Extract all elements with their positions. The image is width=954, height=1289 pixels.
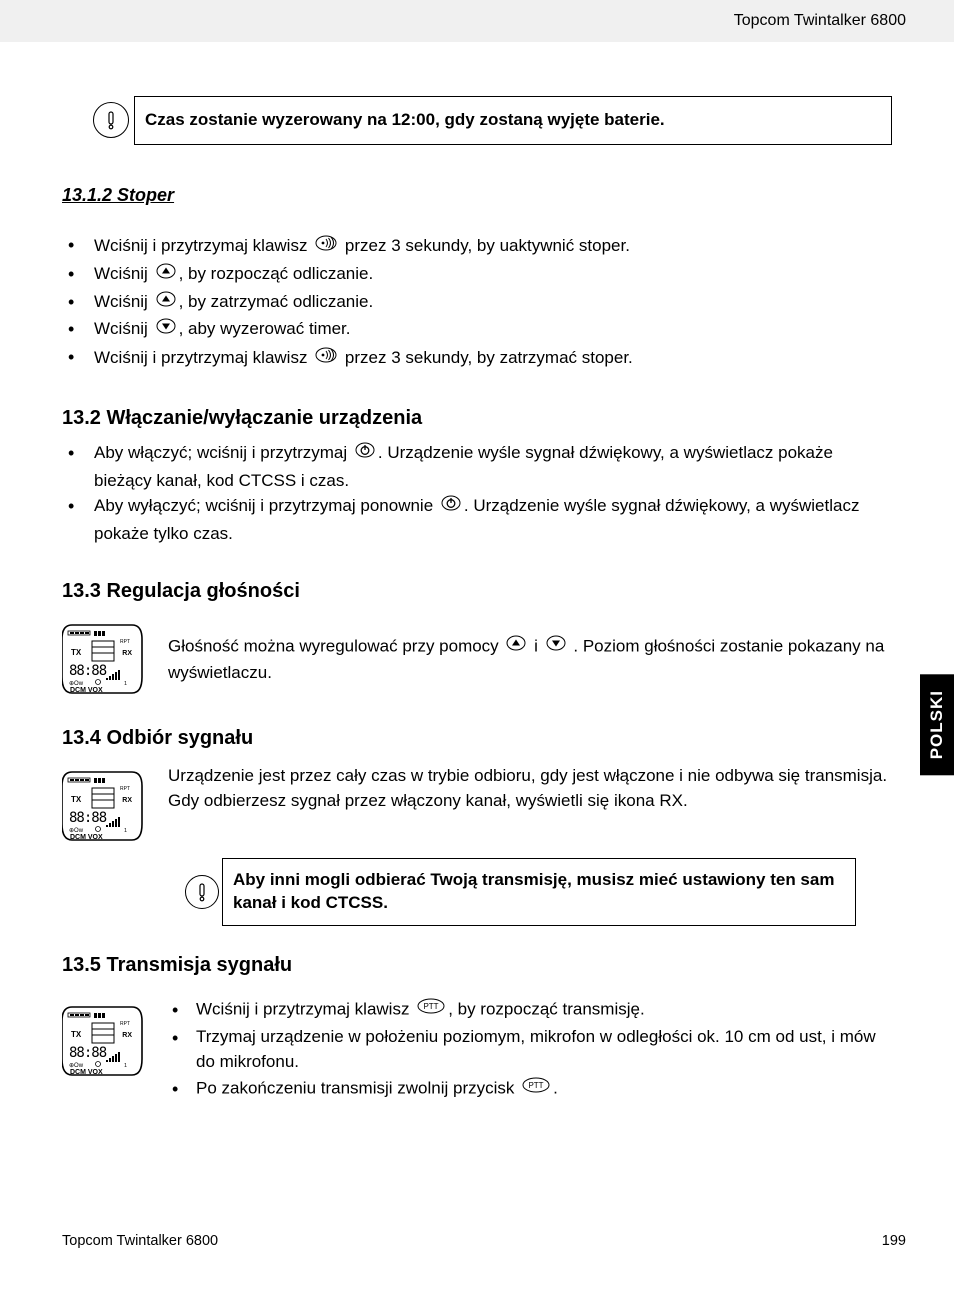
power-icon (355, 440, 375, 468)
down-icon (546, 633, 566, 661)
alert-icon (185, 875, 219, 909)
list-item: Wciśnij i przytrzymaj klawisz przez 3 se… (62, 232, 892, 262)
list-item: Aby włączyć; wciśnij i przytrzymaj . Urz… (62, 440, 892, 493)
note-box-1: Czas zostanie wyzerowany na 12:00, gdy z… (134, 96, 892, 145)
up-icon (156, 289, 176, 317)
footer: Topcom Twintalker 6800 199 (62, 1233, 906, 1249)
list-item: Wciśnij , by rozpocząć odliczanie. (62, 261, 892, 289)
receive-text: Urządzenie jest przez cały czas w trybie… (168, 760, 892, 844)
header-bar: Topcom Twintalker 6800 (0, 0, 954, 42)
sound-icon (315, 232, 337, 262)
volume-row: Głośność można wyregulować przy pomocy i… (62, 613, 892, 697)
transmit-row: Wciśnij i przytrzymaj klawisz , by rozpo… (62, 987, 892, 1104)
heading-13-4: 13.4 Odbiór sygnału (62, 727, 892, 750)
language-tab: POLSKI (920, 674, 954, 775)
up-icon (156, 261, 176, 289)
footer-page: 199 (882, 1233, 906, 1249)
header-product: Topcom Twintalker 6800 (734, 12, 906, 30)
heading-13-5: 13.5 Transmisja sygnału (62, 954, 892, 977)
display-icon (62, 760, 168, 844)
volume-text: Głośność można wyregulować przy pomocy i… (168, 613, 892, 697)
stopwatch-list: Wciśnij i przytrzymaj klawisz przez 3 se… (62, 232, 892, 374)
sound-icon (315, 344, 337, 374)
alert-icon (93, 102, 129, 138)
list-item: Wciśnij , by zatrzymać odliczanie. (62, 289, 892, 317)
up-icon (506, 633, 526, 661)
ptt-icon (522, 1076, 550, 1102)
page-content: Czas zostanie wyzerowany na 12:00, gdy z… (0, 42, 954, 1104)
power-icon (441, 493, 461, 521)
note-box-2: Aby inni mogli odbierać Twoją transmisję… (222, 858, 856, 926)
list-item: Trzymaj urządzenie w położeniu poziomym,… (168, 1025, 892, 1074)
note1-text: Czas zostanie wyzerowany na 12:00, gdy z… (135, 109, 665, 132)
display-icon (62, 987, 168, 1104)
transmit-list: Wciśnij i przytrzymaj klawisz , by rozpo… (168, 997, 892, 1102)
heading-13-1-2: 13.1.2 Stoper (62, 185, 892, 206)
transmit-list-col: Wciśnij i przytrzymaj klawisz , by rozpo… (168, 987, 892, 1104)
list-item: Wciśnij , aby wyzerować timer. (62, 316, 892, 344)
list-item: Wciśnij i przytrzymaj klawisz , by rozpo… (168, 997, 892, 1023)
display-icon (62, 613, 168, 697)
list-item: Po zakończeniu transmisji zwolnij przyci… (168, 1076, 892, 1102)
ptt-icon (417, 997, 445, 1023)
list-item: Aby wyłączyć; wciśnij i przytrzymaj pono… (62, 493, 892, 546)
note2-text: Aby inni mogli odbierać Twoją transmisję… (223, 869, 841, 915)
receive-row: Urządzenie jest przez cały czas w trybie… (62, 760, 892, 844)
power-list: Aby włączyć; wciśnij i przytrzymaj . Urz… (62, 440, 892, 546)
heading-13-3: 13.3 Regulacja głośności (62, 580, 892, 603)
list-item: Wciśnij i przytrzymaj klawisz przez 3 se… (62, 344, 892, 374)
footer-left: Topcom Twintalker 6800 (62, 1233, 218, 1249)
down-icon (156, 316, 176, 344)
heading-13-2: 13.2 Włączanie/wyłączanie urządzenia (62, 407, 892, 430)
